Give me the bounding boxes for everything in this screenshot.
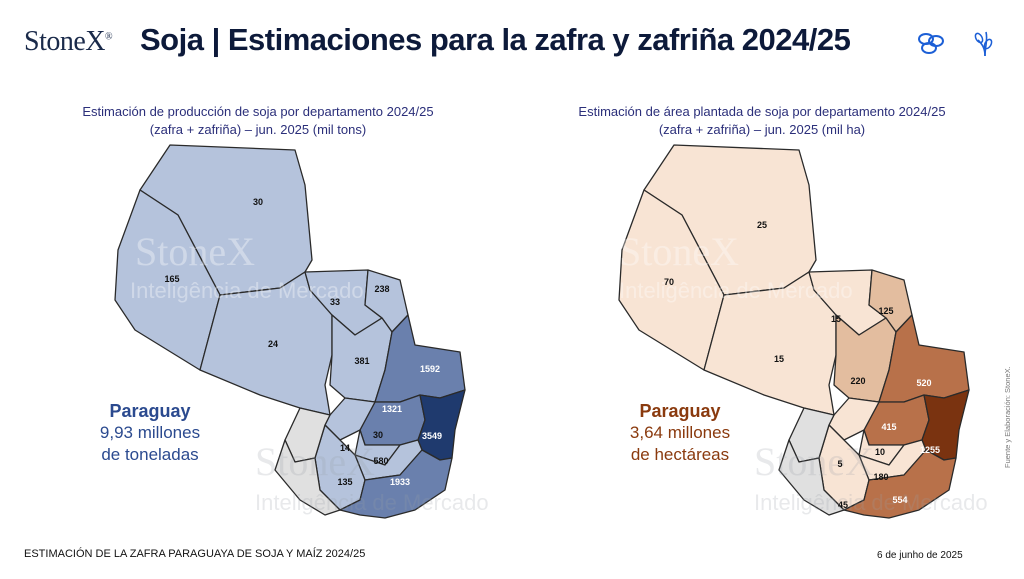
area-total: Paraguay 3,64 millones de hectáreas bbox=[615, 400, 745, 466]
stonex-logo: StoneX® bbox=[24, 26, 113, 57]
value-itapua: 1933 bbox=[390, 477, 410, 487]
dept-neembucu bbox=[778, 439, 845, 516]
value-guaira: 30 bbox=[373, 430, 383, 440]
value-concepcion: 33 bbox=[330, 297, 340, 307]
area-total-country: Paraguay bbox=[639, 401, 721, 421]
production-total-country: Paraguay bbox=[109, 401, 191, 421]
value-alto-paraguay: 30 bbox=[253, 197, 263, 207]
value-amambay: 238 bbox=[374, 284, 389, 294]
value-cordillera: 14 bbox=[340, 443, 350, 453]
production-total-unit: de toneladas bbox=[101, 445, 199, 464]
production-map-title: Estimación de producción de soja por dep… bbox=[82, 104, 434, 137]
dept-presidente-hayes bbox=[199, 271, 333, 416]
value-san-pedro: 381 bbox=[354, 356, 369, 366]
value-san-pedro: 220 bbox=[850, 376, 865, 386]
soy-plant-icon bbox=[974, 31, 993, 57]
watermark-tagline-lower: Inteligência de Mercado bbox=[255, 490, 489, 515]
value-cordillera: 5 bbox=[837, 459, 842, 469]
footer-date: 6 de junho de 2025 bbox=[877, 550, 963, 561]
dept-boqueron bbox=[114, 189, 221, 371]
value-boqueron: 165 bbox=[164, 274, 179, 284]
dept-boqueron bbox=[618, 189, 725, 371]
value-caaguazu: 1321 bbox=[382, 404, 402, 414]
value-paraguari: 45 bbox=[838, 500, 848, 510]
dept-alto-parana bbox=[417, 389, 466, 461]
value-paraguari: 135 bbox=[337, 477, 352, 487]
value-presidente-hayes: 15 bbox=[774, 354, 784, 364]
area-total-value: 3,64 millones bbox=[629, 423, 731, 442]
dept-itapua bbox=[339, 449, 453, 519]
value-caazapa: 180 bbox=[873, 472, 888, 482]
watermark-brand-lower: StoneX bbox=[754, 439, 874, 484]
soy-beans-icon bbox=[918, 33, 944, 54]
watermark-brand: StoneX bbox=[619, 229, 739, 274]
production-map: StoneX Inteligência de Mercado StoneX In… bbox=[114, 144, 489, 519]
value-caaguazu: 415 bbox=[881, 422, 896, 432]
page-title: Soja | Estimaciones para la zafra y zafr… bbox=[140, 22, 851, 57]
watermark-brand: StoneX bbox=[135, 229, 255, 274]
value-itapua: 554 bbox=[892, 495, 907, 505]
value-caazapa: 580 bbox=[373, 456, 388, 466]
value-alto-parana: 1255 bbox=[920, 445, 940, 455]
value-presidente-hayes: 24 bbox=[268, 339, 278, 349]
watermark-tagline-lower: Inteligência de Mercado bbox=[754, 490, 988, 515]
value-canindeyu: 520 bbox=[916, 378, 931, 388]
source-note: Fuente y Elaboración: StoneX. bbox=[1003, 366, 1012, 468]
footer-report-title: ESTIMACIÓN DE LA ZAFRA PARAGUAYA DE SOJA… bbox=[24, 548, 366, 560]
watermark-brand-lower: StoneX bbox=[255, 439, 375, 484]
value-guaira: 10 bbox=[875, 447, 885, 457]
area-total-unit: de hectáreas bbox=[630, 445, 730, 464]
value-amambay: 125 bbox=[878, 306, 893, 316]
value-alto-paraguay: 25 bbox=[757, 220, 767, 230]
dept-neembucu bbox=[274, 439, 341, 516]
area-map: StoneX Inteligência de Mercado StoneX In… bbox=[618, 144, 988, 519]
watermark-tagline: Inteligência de Mercado bbox=[130, 278, 364, 303]
value-concepcion: 15 bbox=[831, 314, 841, 324]
value-canindeyu: 1592 bbox=[420, 364, 440, 374]
production-total: Paraguay 9,93 millones de toneladas bbox=[85, 400, 215, 466]
value-alto-parana: 3549 bbox=[422, 431, 442, 441]
watermark-tagline: Inteligência de Mercado bbox=[619, 278, 853, 303]
area-map-title: Estimación de área plantada de soja por … bbox=[578, 104, 946, 137]
value-boqueron: 70 bbox=[664, 277, 674, 287]
dept-presidente-hayes bbox=[703, 271, 837, 416]
dept-itapua bbox=[843, 449, 957, 519]
production-total-value: 9,93 millones bbox=[99, 423, 201, 442]
